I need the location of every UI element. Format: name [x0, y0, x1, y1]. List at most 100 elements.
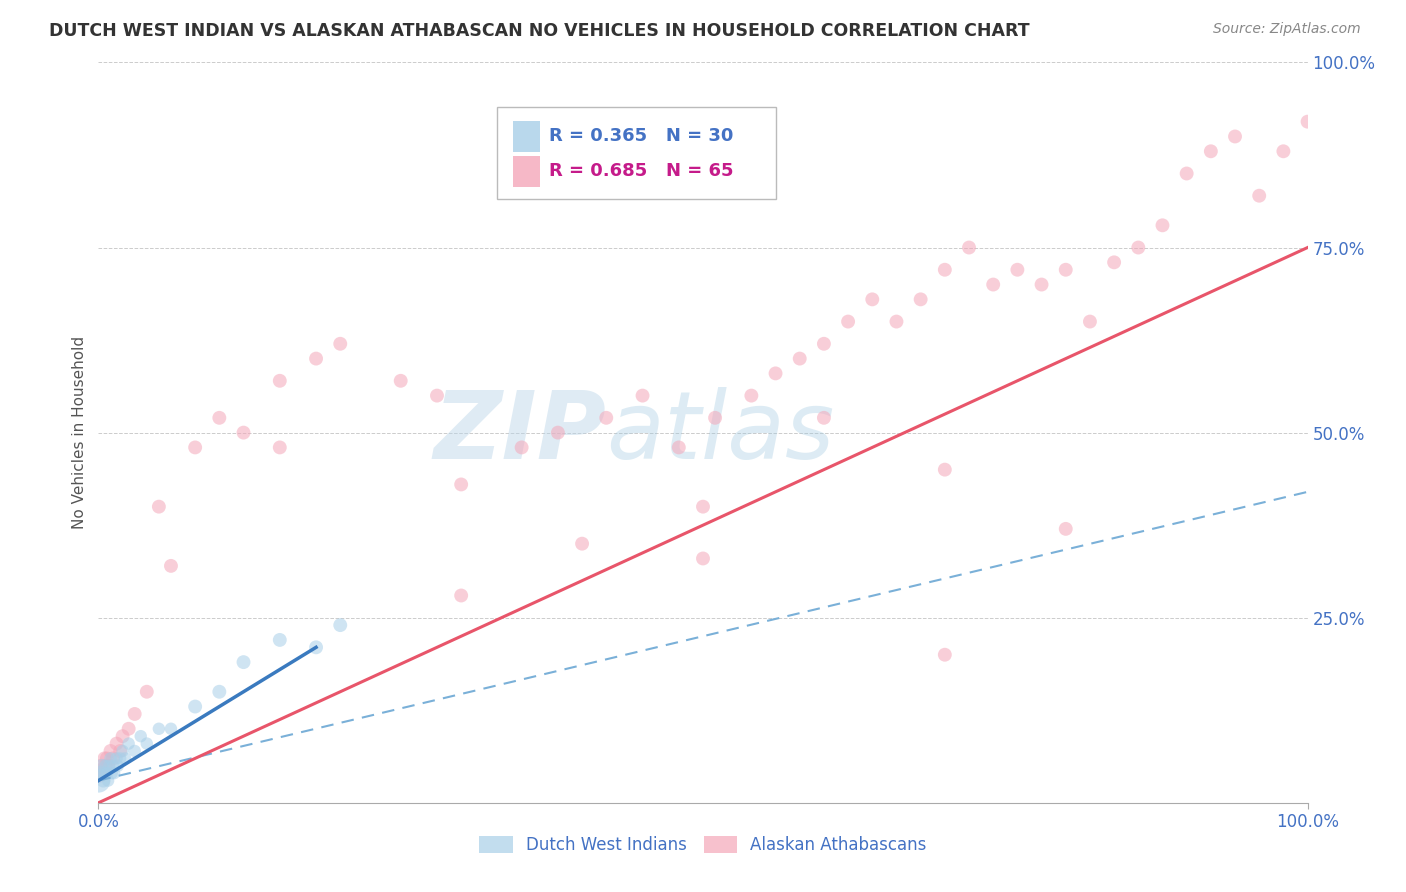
Point: [692, 551, 714, 566]
Point: [860, 293, 883, 307]
Text: R = 0.365   N = 30: R = 0.365 N = 30: [550, 128, 734, 145]
Point: [837, 314, 859, 328]
Point: [668, 441, 690, 455]
Point: [595, 410, 617, 425]
Point: [129, 729, 152, 743]
Point: [90, 766, 112, 780]
Point: [305, 640, 328, 655]
Point: [118, 722, 141, 736]
Point: [510, 441, 533, 455]
Point: [91, 766, 114, 780]
Point: [100, 744, 122, 758]
Point: [789, 351, 811, 366]
Point: [269, 441, 291, 455]
Point: [90, 758, 112, 772]
Point: [1152, 219, 1174, 233]
Point: [1296, 114, 1319, 128]
Point: [329, 618, 352, 632]
Point: [93, 751, 115, 765]
Point: [87, 766, 110, 780]
Point: [124, 744, 146, 758]
Point: [96, 766, 118, 780]
Point: [765, 367, 787, 381]
Point: [108, 751, 131, 765]
Point: [118, 737, 141, 751]
Point: [97, 758, 120, 772]
Point: [184, 441, 207, 455]
Text: DUTCH WEST INDIAN VS ALASKAN ATHABASCAN NO VEHICLES IN HOUSEHOLD CORRELATION CHA: DUTCH WEST INDIAN VS ALASKAN ATHABASCAN …: [49, 22, 1029, 40]
Text: atlas: atlas: [606, 387, 835, 478]
Legend: Dutch West Indians, Alaskan Athabascans: Dutch West Indians, Alaskan Athabascans: [472, 830, 934, 861]
Point: [934, 262, 956, 277]
Point: [97, 773, 120, 788]
Point: [232, 655, 254, 669]
Point: [1031, 277, 1053, 292]
Point: [101, 758, 124, 772]
Point: [114, 751, 136, 765]
Point: [135, 737, 157, 751]
Point: [1249, 188, 1271, 202]
Point: [305, 351, 328, 366]
Point: [103, 766, 125, 780]
Point: [692, 500, 714, 514]
Text: ZIP: ZIP: [433, 386, 606, 479]
Point: [100, 751, 122, 765]
Point: [886, 314, 908, 328]
Point: [934, 462, 956, 476]
Point: [100, 766, 122, 780]
Point: [111, 729, 134, 743]
Point: [1199, 145, 1222, 159]
Point: [934, 648, 956, 662]
Point: [426, 388, 449, 402]
Point: [232, 425, 254, 440]
Point: [148, 722, 170, 736]
Point: [1128, 240, 1150, 255]
Point: [91, 773, 114, 788]
Point: [108, 744, 131, 758]
Point: [135, 685, 157, 699]
Bar: [513, 156, 540, 186]
Point: [981, 277, 1004, 292]
FancyBboxPatch shape: [498, 107, 776, 200]
Point: [160, 558, 183, 573]
Point: [148, 500, 170, 514]
Point: [105, 737, 128, 751]
Point: [389, 374, 412, 388]
Point: [94, 758, 117, 772]
Point: [571, 536, 593, 550]
Point: [105, 751, 128, 765]
Point: [93, 766, 115, 780]
Point: [450, 589, 472, 603]
Point: [98, 758, 121, 772]
Point: [704, 410, 727, 425]
Point: [957, 240, 980, 255]
Point: [184, 699, 207, 714]
Point: [1054, 262, 1077, 277]
Text: Source: ZipAtlas.com: Source: ZipAtlas.com: [1213, 22, 1361, 37]
Point: [269, 632, 291, 647]
Point: [740, 388, 762, 402]
Point: [91, 758, 114, 772]
Point: [1007, 262, 1029, 277]
Point: [813, 336, 835, 351]
Point: [124, 706, 146, 721]
Point: [208, 410, 231, 425]
Point: [107, 758, 129, 772]
Point: [1078, 314, 1101, 328]
Point: [329, 336, 352, 351]
Point: [1272, 145, 1295, 159]
Point: [269, 374, 291, 388]
Point: [1175, 166, 1198, 180]
Point: [101, 751, 124, 765]
Point: [1102, 255, 1125, 269]
Point: [94, 758, 117, 772]
Point: [96, 751, 118, 765]
Point: [547, 425, 569, 440]
Point: [631, 388, 654, 402]
Point: [111, 744, 134, 758]
Point: [1054, 522, 1077, 536]
Point: [160, 722, 183, 736]
Text: R = 0.685   N = 65: R = 0.685 N = 65: [550, 162, 734, 180]
Bar: [513, 121, 540, 152]
Point: [1223, 129, 1246, 144]
